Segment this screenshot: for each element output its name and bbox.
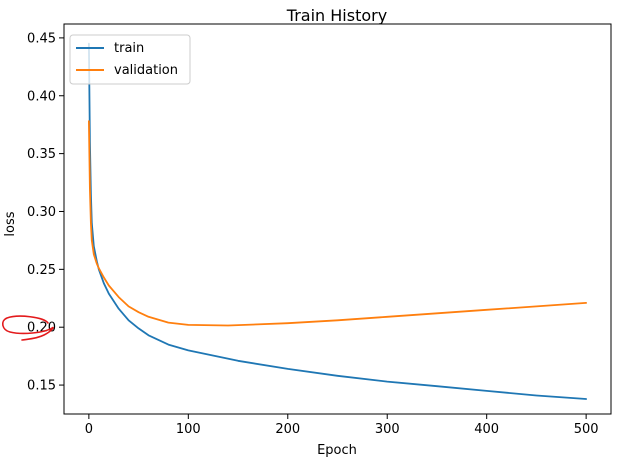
hand-drawn-red-circle-icon — [1, 315, 54, 341]
x-tick-label: 500 — [574, 422, 599, 437]
series-line-validation — [88, 120, 587, 327]
y-tick-label: 0.15 — [27, 379, 56, 394]
x-ticks: 0 100 200 300 400 500 — [85, 414, 599, 437]
legend-label-validation: validation — [114, 63, 178, 78]
y-tick-label: 0.45 — [27, 31, 56, 46]
x-tick-label: 200 — [275, 422, 300, 437]
legend-label-train: train — [114, 41, 144, 56]
legend: train validation — [69, 34, 191, 85]
y-tick-label: 0.25 — [27, 263, 56, 278]
x-tick-label: 100 — [176, 422, 201, 437]
series-line-train — [88, 42, 587, 400]
plot-frame — [63, 23, 612, 415]
series-group — [88, 42, 587, 400]
y-tick-label: 0.35 — [27, 147, 56, 162]
y-ticks: 0.150.200.250.300.350.400.45 — [27, 31, 64, 394]
x-tick-label: 0 — [85, 422, 93, 437]
y-tick-label: 0.40 — [27, 89, 56, 104]
x-axis-label: Epoch — [317, 443, 357, 458]
x-tick-label: 400 — [474, 422, 499, 437]
chart-title: Train History — [286, 6, 387, 25]
y-axis-label: loss — [3, 211, 18, 236]
y-tick-label: 0.30 — [27, 205, 56, 220]
x-tick-label: 300 — [375, 422, 400, 437]
